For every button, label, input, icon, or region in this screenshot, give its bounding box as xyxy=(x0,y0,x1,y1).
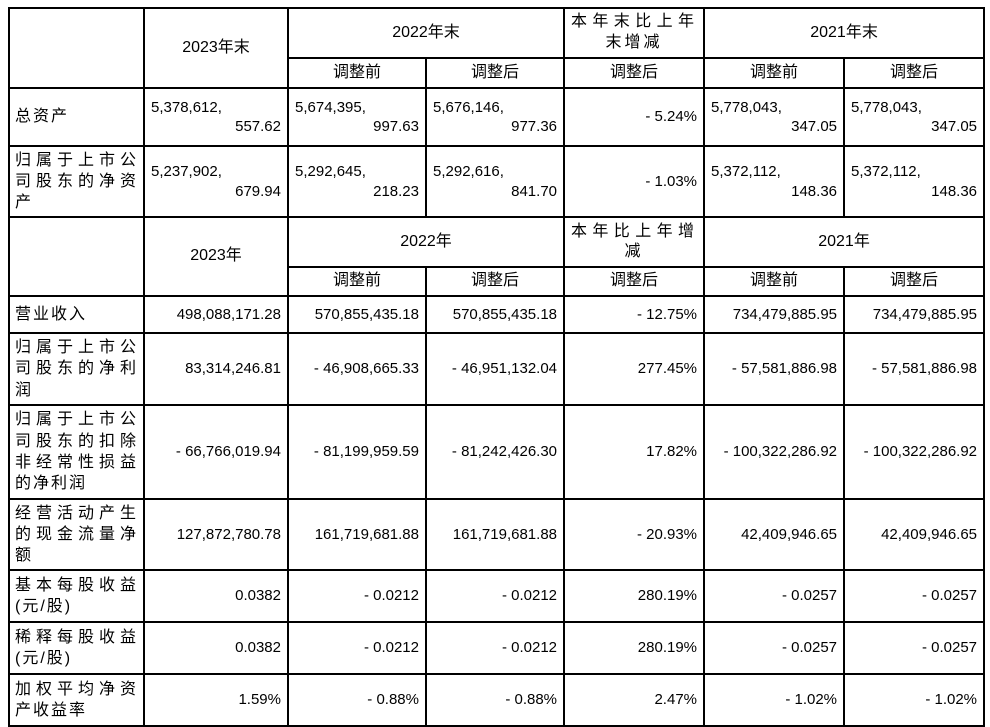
subheader-2022-post-adjust: 调整后 xyxy=(424,266,566,298)
row-label-basic-eps: 基本每股收益(元/股) xyxy=(8,568,145,623)
net-profit-2022-pre: - 46,908,665.33 xyxy=(287,332,427,406)
net-profit-2021-pre: - 57,581,886.98 xyxy=(703,332,846,406)
revenue-2023: 498,088,171.28 xyxy=(143,295,289,335)
row-label-operating-cash-flow: 经营活动产生的现金流量净额 xyxy=(8,497,145,571)
table-row-operating-revenue: 营业收入 498,088,171.28 570,855,435.18 570,8… xyxy=(8,295,986,335)
basic-eps-2021-post: - 0.0257 xyxy=(843,568,986,623)
header-2022-year-end: 2022年末 xyxy=(286,7,566,59)
financial-summary-table: 2023年末 2022年末 本年末比上年末增减 2021年末 调整前 调整后 调… xyxy=(8,7,986,727)
table-row-basic-eps: 基本每股收益(元/股) 0.0382 - 0.0212 - 0.0212 280… xyxy=(8,568,986,623)
row-label-diluted-eps: 稀释每股收益(元/股) xyxy=(8,620,145,675)
row-label-total-assets: 总资产 xyxy=(8,87,145,147)
subheader-2021-pre-adjust: 调整前 xyxy=(703,266,846,298)
total-assets-2022-post: 5,676,146, 977.36 xyxy=(424,87,566,147)
header-2022-year: 2022年 xyxy=(286,216,566,269)
subheader-2022ye-post-adjust: 调整后 xyxy=(424,57,566,89)
header-2021-year: 2021年 xyxy=(703,216,986,269)
excl-profit-2021-pre: - 100,322,286.92 xyxy=(703,403,846,500)
net-profit-2021-post: - 57,581,886.98 xyxy=(843,332,986,406)
roe-2021-pre: - 1.02% xyxy=(703,672,846,727)
net-assets-2021-post: 5,372,112, 148.36 xyxy=(843,144,986,219)
revenue-change: - 12.75% xyxy=(563,295,706,335)
header-yoy-change-year-end: 本年末比上年末增减 xyxy=(563,7,706,59)
subheader-2021-post-adjust: 调整后 xyxy=(843,266,986,298)
excl-profit-2022-post: - 81,242,426.30 xyxy=(424,403,566,500)
net-profit-change: 277.45% xyxy=(563,332,706,406)
table-row-operating-cash-flow: 经营活动产生的现金流量净额 127,872,780.78 161,719,681… xyxy=(8,497,986,571)
roe-2023: 1.59% xyxy=(143,672,289,727)
diluted-eps-2021-pre: - 0.0257 xyxy=(703,620,846,675)
roe-2021-post: - 1.02% xyxy=(843,672,986,727)
corner-cell-balance xyxy=(8,7,145,89)
header-2023-year-end: 2023年末 xyxy=(143,7,289,89)
row-label-net-profit-excl-nonrecurring: 归属于上市公司股东的扣除非经常性损益的净利润 xyxy=(8,403,145,500)
subheader-2022ye-pre-adjust: 调整前 xyxy=(287,57,427,89)
row-label-operating-revenue: 营业收入 xyxy=(8,295,145,335)
cash-flow-change: - 20.93% xyxy=(563,497,706,571)
row-label-net-assets: 归属于上市公司股东的净资产 xyxy=(8,144,145,219)
total-assets-2022-pre: 5,674,395, 997.63 xyxy=(287,87,427,147)
header-yoy-change-year: 本年比上年增减 xyxy=(563,216,706,269)
basic-eps-2022-pre: - 0.0212 xyxy=(287,568,427,623)
diluted-eps-2023: 0.0382 xyxy=(143,620,289,675)
roe-change: 2.47% xyxy=(563,672,706,727)
cash-flow-2021-post: 42,409,946.65 xyxy=(843,497,986,571)
header-2021-year-end: 2021年末 xyxy=(703,7,986,59)
net-assets-2022-post: 5,292,616, 841.70 xyxy=(424,144,566,219)
excl-profit-2023: - 66,766,019.94 xyxy=(143,403,289,500)
net-assets-2022-pre: 5,292,645, 218.23 xyxy=(287,144,427,219)
corner-cell-annual xyxy=(8,216,145,298)
excl-profit-2022-pre: - 81,199,959.59 xyxy=(287,403,427,500)
net-assets-2023: 5,237,902, 679.94 xyxy=(143,144,289,219)
table-row-net-assets: 归属于上市公司股东的净资产 5,237,902, 679.94 5,292,645… xyxy=(8,144,986,219)
diluted-eps-2022-pre: - 0.0212 xyxy=(287,620,427,675)
table-row-net-profit: 归属于上市公司股东的净利润 83,314,246.81 - 46,908,665… xyxy=(8,332,986,406)
row-label-weighted-avg-roe: 加权平均净资产收益率 xyxy=(8,672,145,727)
table-row-net-profit-excl-nonrecurring: 归属于上市公司股东的扣除非经常性损益的净利润 - 66,766,019.94 -… xyxy=(8,403,986,500)
header-2023-year: 2023年 xyxy=(143,216,289,298)
basic-eps-2023: 0.0382 xyxy=(143,568,289,623)
excl-profit-change: 17.82% xyxy=(563,403,706,500)
cash-flow-2022-post: 161,719,681.88 xyxy=(424,497,566,571)
net-profit-2023: 83,314,246.81 xyxy=(143,332,289,406)
net-assets-change: - 1.03% xyxy=(563,144,706,219)
total-assets-2023: 5,378,612, 557.62 xyxy=(143,87,289,147)
subheader-change-ye-post-adjust: 调整后 xyxy=(563,57,706,89)
revenue-2022-post: 570,855,435.18 xyxy=(424,295,566,335)
cash-flow-2021-pre: 42,409,946.65 xyxy=(703,497,846,571)
row-label-net-profit: 归属于上市公司股东的净利润 xyxy=(8,332,145,406)
subheader-2021ye-post-adjust: 调整后 xyxy=(843,57,986,89)
total-assets-change: - 5.24% xyxy=(563,87,706,147)
roe-2022-post: - 0.88% xyxy=(424,672,566,727)
excl-profit-2021-post: - 100,322,286.92 xyxy=(843,403,986,500)
subheader-change-post-adjust: 调整后 xyxy=(563,266,706,298)
diluted-eps-2021-post: - 0.0257 xyxy=(843,620,986,675)
cash-flow-2022-pre: 161,719,681.88 xyxy=(287,497,427,571)
total-assets-2021-pre: 5,778,043, 347.05 xyxy=(703,87,846,147)
net-assets-2021-pre: 5,372,112, 148.36 xyxy=(703,144,846,219)
roe-2022-pre: - 0.88% xyxy=(287,672,427,727)
basic-eps-2021-pre: - 0.0257 xyxy=(703,568,846,623)
diluted-eps-2022-post: - 0.0212 xyxy=(424,620,566,675)
subheader-2021ye-pre-adjust: 调整前 xyxy=(703,57,846,89)
table-row-total-assets: 总资产 5,378,612, 557.62 5,674,395, 997.63 5,… xyxy=(8,87,986,147)
total-assets-2021-post: 5,778,043, 347.05 xyxy=(843,87,986,147)
basic-eps-change: 280.19% xyxy=(563,568,706,623)
revenue-2022-pre: 570,855,435.18 xyxy=(287,295,427,335)
cash-flow-2023: 127,872,780.78 xyxy=(143,497,289,571)
revenue-2021-post: 734,479,885.95 xyxy=(843,295,986,335)
net-profit-2022-post: - 46,951,132.04 xyxy=(424,332,566,406)
revenue-2021-pre: 734,479,885.95 xyxy=(703,295,846,335)
table-row-diluted-eps: 稀释每股收益(元/股) 0.0382 - 0.0212 - 0.0212 280… xyxy=(8,620,986,675)
basic-eps-2022-post: - 0.0212 xyxy=(424,568,566,623)
table-row-weighted-avg-roe: 加权平均净资产收益率 1.59% - 0.88% - 0.88% 2.47% -… xyxy=(8,672,986,727)
diluted-eps-change: 280.19% xyxy=(563,620,706,675)
subheader-2022-pre-adjust: 调整前 xyxy=(287,266,427,298)
